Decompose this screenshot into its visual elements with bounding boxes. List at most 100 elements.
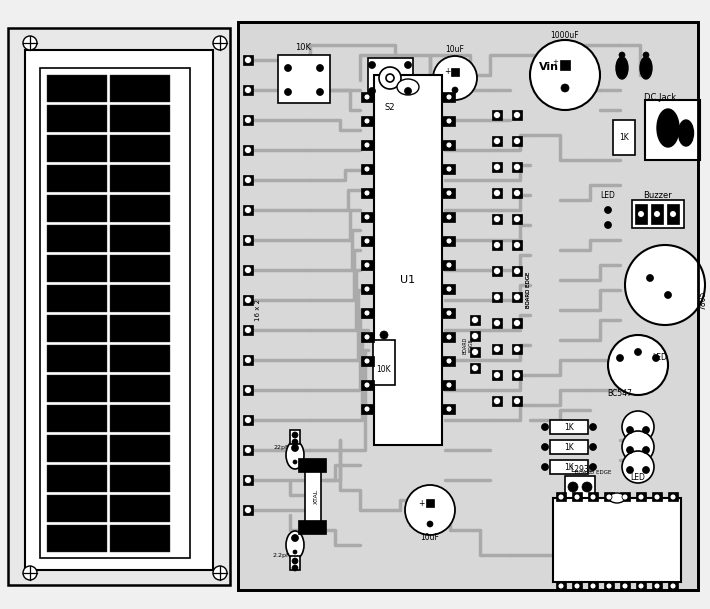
Ellipse shape bbox=[397, 79, 419, 95]
Bar bbox=[565, 476, 595, 498]
Bar bbox=[110, 405, 170, 432]
Bar bbox=[442, 140, 455, 150]
Bar bbox=[636, 581, 646, 590]
Circle shape bbox=[606, 583, 612, 589]
Circle shape bbox=[606, 494, 612, 500]
Circle shape bbox=[513, 294, 520, 300]
Bar bbox=[243, 55, 253, 65]
Bar bbox=[512, 318, 522, 328]
Bar bbox=[512, 370, 522, 380]
Text: +: + bbox=[444, 66, 450, 76]
Bar bbox=[588, 492, 598, 501]
Bar bbox=[361, 332, 374, 342]
Circle shape bbox=[493, 398, 501, 404]
Circle shape bbox=[493, 320, 501, 326]
Bar bbox=[243, 295, 253, 305]
Circle shape bbox=[558, 494, 564, 500]
Bar bbox=[298, 520, 326, 534]
Bar bbox=[110, 495, 170, 522]
Circle shape bbox=[493, 345, 501, 353]
Circle shape bbox=[446, 262, 452, 268]
Circle shape bbox=[622, 411, 654, 443]
Bar bbox=[613, 120, 635, 155]
Circle shape bbox=[293, 460, 297, 464]
Text: 22pF: 22pF bbox=[273, 446, 289, 451]
Bar bbox=[110, 285, 170, 312]
Bar bbox=[243, 145, 253, 155]
Bar bbox=[361, 188, 374, 198]
Circle shape bbox=[619, 52, 625, 58]
Circle shape bbox=[513, 345, 520, 353]
Circle shape bbox=[626, 446, 633, 454]
Text: 10K: 10K bbox=[377, 365, 391, 375]
Circle shape bbox=[446, 382, 452, 388]
Bar bbox=[635, 204, 647, 224]
Circle shape bbox=[379, 67, 401, 89]
Circle shape bbox=[364, 310, 370, 316]
Bar bbox=[47, 495, 107, 522]
Bar bbox=[550, 440, 588, 454]
Bar bbox=[492, 292, 502, 302]
Bar bbox=[110, 345, 170, 372]
Ellipse shape bbox=[616, 57, 628, 79]
Circle shape bbox=[446, 334, 452, 340]
Circle shape bbox=[364, 142, 370, 148]
Ellipse shape bbox=[286, 531, 304, 559]
Text: 10uF: 10uF bbox=[420, 533, 439, 543]
Bar bbox=[361, 260, 374, 270]
Circle shape bbox=[213, 36, 227, 50]
Bar bbox=[492, 188, 502, 198]
Circle shape bbox=[244, 206, 251, 214]
Bar bbox=[361, 284, 374, 294]
Bar bbox=[492, 110, 502, 120]
Bar bbox=[572, 492, 582, 501]
Circle shape bbox=[446, 166, 452, 172]
Circle shape bbox=[589, 423, 596, 431]
Circle shape bbox=[643, 446, 650, 454]
Circle shape bbox=[513, 138, 520, 144]
Bar bbox=[374, 75, 442, 445]
Bar bbox=[492, 240, 502, 250]
Bar bbox=[243, 385, 253, 395]
Circle shape bbox=[647, 275, 653, 281]
Circle shape bbox=[471, 348, 479, 356]
Circle shape bbox=[364, 190, 370, 196]
Circle shape bbox=[542, 443, 549, 451]
Bar bbox=[667, 204, 679, 224]
Circle shape bbox=[292, 439, 298, 445]
Bar bbox=[110, 195, 170, 222]
Circle shape bbox=[23, 36, 37, 50]
Circle shape bbox=[364, 262, 370, 268]
Circle shape bbox=[292, 535, 298, 541]
Circle shape bbox=[446, 190, 452, 196]
Text: S2: S2 bbox=[385, 102, 395, 111]
Bar bbox=[470, 315, 480, 325]
Bar bbox=[442, 92, 455, 102]
Text: U1: U1 bbox=[400, 275, 415, 285]
Bar bbox=[651, 204, 663, 224]
Bar bbox=[492, 344, 502, 354]
Bar bbox=[442, 188, 455, 198]
Bar bbox=[442, 212, 455, 222]
Circle shape bbox=[654, 583, 660, 589]
Circle shape bbox=[653, 211, 660, 217]
Circle shape bbox=[604, 206, 611, 214]
Circle shape bbox=[292, 445, 298, 451]
Bar bbox=[426, 499, 434, 507]
Bar bbox=[290, 556, 300, 570]
Bar bbox=[620, 492, 630, 501]
Text: 1K: 1K bbox=[564, 462, 574, 471]
Bar bbox=[243, 115, 253, 125]
Circle shape bbox=[427, 521, 433, 527]
Bar bbox=[361, 380, 374, 390]
Text: BOARD EDGE: BOARD EDGE bbox=[527, 272, 532, 308]
Bar bbox=[243, 445, 253, 455]
Circle shape bbox=[513, 216, 520, 222]
Bar bbox=[243, 505, 253, 515]
Bar bbox=[47, 375, 107, 402]
Circle shape bbox=[293, 550, 297, 554]
Bar bbox=[442, 308, 455, 318]
Bar bbox=[243, 175, 253, 185]
Circle shape bbox=[364, 214, 370, 220]
Bar bbox=[110, 165, 170, 192]
